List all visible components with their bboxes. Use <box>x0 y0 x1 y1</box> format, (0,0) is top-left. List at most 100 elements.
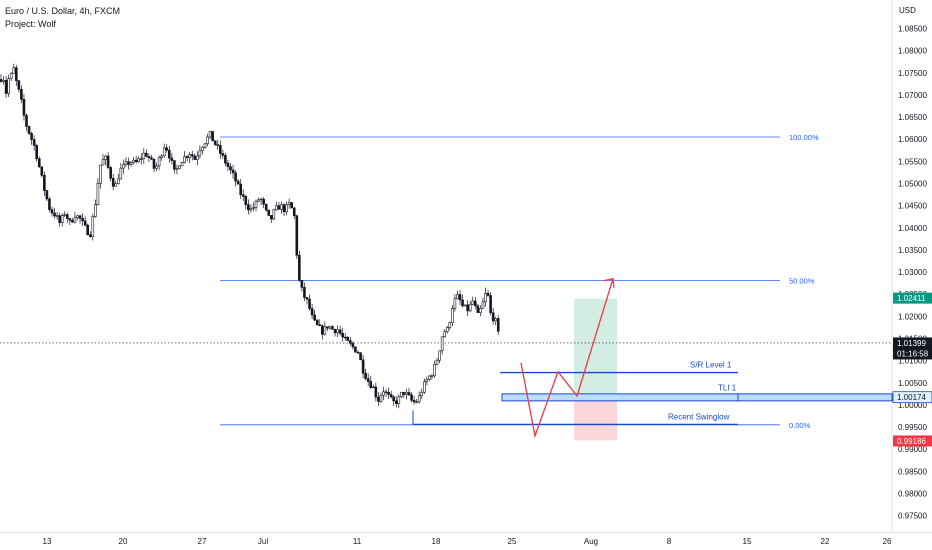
candle-body <box>486 292 490 296</box>
candle <box>364 368 367 381</box>
candle <box>9 71 13 81</box>
candle <box>387 387 390 399</box>
candle <box>351 341 355 350</box>
candle <box>76 214 79 221</box>
x-tick-label: 11 <box>353 537 362 546</box>
candle-body <box>328 326 332 329</box>
candle <box>295 214 299 259</box>
y-tick-label: 1.05500 <box>898 157 927 166</box>
candle <box>152 158 156 173</box>
candle-body <box>428 375 431 380</box>
candle-body <box>346 336 350 341</box>
candle-body <box>422 381 426 393</box>
candle-body <box>377 396 380 402</box>
candle <box>326 326 329 331</box>
candle <box>35 143 39 162</box>
candle-body <box>219 145 222 154</box>
candle-body <box>473 300 477 307</box>
candle-body <box>361 359 365 374</box>
candle-body <box>315 319 319 326</box>
y-tick-label: 1.05000 <box>898 179 927 188</box>
candle <box>481 297 485 309</box>
candle-body <box>484 292 487 303</box>
candle <box>300 280 304 292</box>
candle <box>349 336 352 346</box>
candle-body <box>71 220 74 223</box>
candle <box>2 76 5 85</box>
candle <box>456 290 459 300</box>
candle-body <box>22 99 26 116</box>
candle <box>486 290 490 297</box>
swinglow-label: Recent Swinglow <box>668 412 730 421</box>
candle <box>109 166 112 182</box>
x-tick-label: Jul <box>258 537 268 546</box>
candle-body <box>66 214 69 219</box>
candle-body <box>491 312 495 322</box>
candle-body <box>101 159 105 166</box>
candle-body <box>407 392 411 396</box>
candle <box>343 333 347 341</box>
candle-body <box>35 145 39 160</box>
candle-body <box>211 131 214 142</box>
x-tick-label: 13 <box>43 537 52 546</box>
candle-body <box>15 67 18 81</box>
candle-body <box>290 202 294 209</box>
candle <box>458 290 462 306</box>
candle <box>392 395 396 406</box>
candle <box>402 391 406 398</box>
candle <box>201 146 204 155</box>
candle <box>229 162 232 175</box>
candle <box>292 206 296 220</box>
candle-body <box>129 162 133 165</box>
candle <box>99 164 102 189</box>
candle-body <box>333 329 337 334</box>
candle-body <box>198 150 202 157</box>
candle-body <box>461 299 464 307</box>
candle <box>162 143 166 158</box>
candle-body <box>244 196 248 205</box>
candle-body <box>262 198 265 205</box>
candle <box>37 156 41 168</box>
candle-body <box>155 165 158 169</box>
candle <box>78 214 82 224</box>
candle-body <box>379 394 383 402</box>
candle <box>96 178 100 206</box>
candle <box>264 203 268 212</box>
candle <box>224 153 227 166</box>
candle-body <box>430 375 434 377</box>
fib-level-label: 50.00% <box>789 276 815 285</box>
candle-body <box>331 326 334 330</box>
candle-body <box>282 204 286 213</box>
sr-level-label: S/R Level 1 <box>690 361 732 370</box>
candle-body <box>356 351 360 354</box>
candle <box>333 328 337 337</box>
candle-body <box>111 178 115 187</box>
candle <box>7 74 10 98</box>
candle-body <box>37 158 41 168</box>
candle-body <box>453 298 457 309</box>
candle <box>63 211 67 218</box>
candle <box>117 173 120 185</box>
candle <box>420 388 424 400</box>
candle <box>111 173 115 191</box>
candle <box>346 336 350 341</box>
candle <box>236 179 240 185</box>
candle <box>66 212 69 224</box>
candle <box>463 304 467 307</box>
candle-body <box>78 215 82 219</box>
candle-body <box>468 303 472 312</box>
candle-body <box>234 172 237 182</box>
candle <box>104 154 107 166</box>
candle <box>15 65 18 86</box>
candle-body <box>456 294 459 300</box>
candle-body <box>94 204 97 217</box>
candle-body <box>277 205 281 210</box>
candle <box>150 154 153 161</box>
candle <box>440 336 444 355</box>
candle-body <box>157 157 161 167</box>
candle-body <box>479 307 482 313</box>
candle-body <box>40 166 44 176</box>
x-tick-label: 25 <box>508 537 517 546</box>
